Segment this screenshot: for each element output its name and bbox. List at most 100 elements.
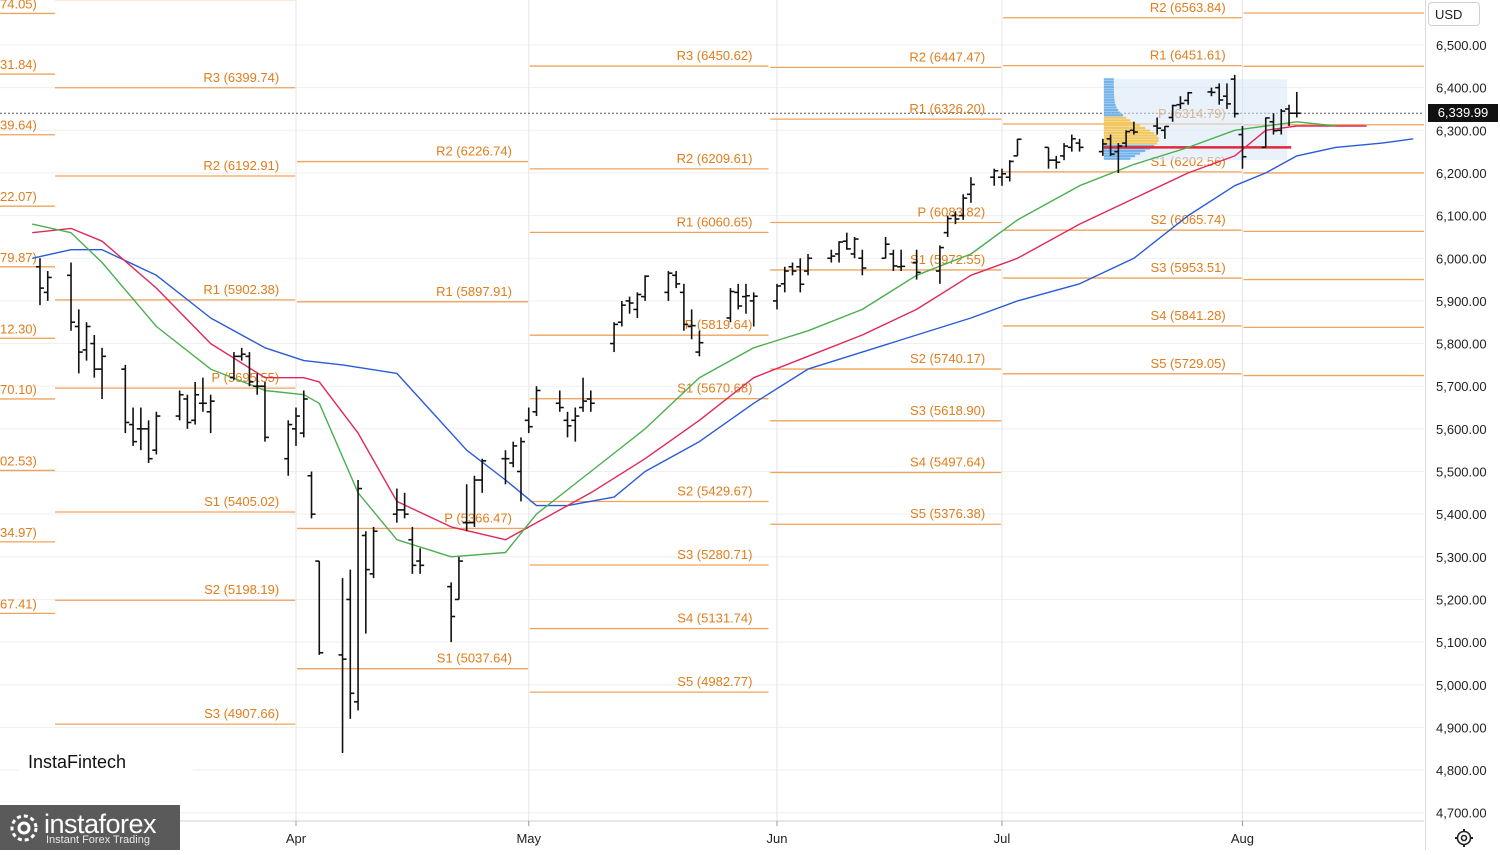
ohlc-bar [734, 283, 743, 310]
ohlc-bar [369, 526, 378, 579]
profile-bin [1103, 137, 1159, 140]
ohlc-bar [43, 271, 52, 301]
current-price-tag: 6,339.99 [1428, 104, 1498, 122]
grid [0, 0, 1424, 821]
ohlc-bar [951, 211, 960, 225]
pivot-label: R2 (6192.91) [203, 158, 279, 173]
x-tick-label: Jul [994, 831, 1011, 846]
ohlc-bar [524, 407, 533, 434]
ohlc-bar [610, 322, 619, 353]
ohlc-bar [1230, 74, 1239, 118]
ohlc-bar [501, 450, 510, 485]
instaforex-logo-icon [10, 814, 38, 842]
pivot-label: R2 (6563.84) [1150, 0, 1226, 15]
ohlc-bar [625, 296, 634, 314]
ohlc-bar [307, 471, 316, 519]
ohlc-bar [780, 266, 789, 293]
ohlc-bar [1005, 160, 1014, 182]
ohlc-bar [1277, 108, 1286, 135]
pivot-label: R1 (6326.20) [909, 101, 985, 116]
x-tick-label: Aug [1231, 831, 1254, 846]
ohlc-bar [1067, 134, 1076, 152]
pivot-label: S4 (5497.64) [910, 455, 985, 470]
profile-bin [1103, 114, 1123, 117]
ohlc-bar [1106, 134, 1115, 156]
ohlc-bar [563, 411, 572, 438]
profile-bin [1103, 144, 1155, 148]
profile-bin [1103, 132, 1155, 135]
ohlc-bar [516, 437, 525, 502]
ohlc-bar [338, 578, 347, 753]
profile-bin [1103, 93, 1115, 96]
ohlc-bar [555, 390, 564, 412]
pivot-label: S1 (5405.02) [204, 494, 279, 509]
ohlc-bar [400, 492, 409, 519]
ohlc-bar [641, 275, 650, 301]
logo-tagline: Instant Forex Trading [46, 834, 150, 846]
y-tick-label: 4,700.00 [1436, 806, 1487, 821]
y-tick-label: 5,100.00 [1436, 635, 1487, 650]
pivot-label: 67.41) [0, 596, 37, 611]
pivot-label: S4 (5841.28) [1151, 308, 1226, 323]
ohlc-bar [136, 407, 145, 451]
pivot-label: 74.05) [0, 0, 37, 11]
pivot-label: 70.10) [0, 382, 37, 397]
pivot-label: S2 (5740.17) [910, 351, 985, 366]
x-tick-label: Apr [286, 831, 307, 846]
ohlc-bar [1098, 138, 1107, 156]
y-tick-label: 5,200.00 [1436, 592, 1487, 607]
ohlc-bar [1044, 146, 1053, 169]
y-tick-label: 5,400.00 [1436, 507, 1487, 522]
y-tick-label: 6,200.00 [1436, 166, 1487, 181]
profile-bin [1103, 106, 1117, 109]
profile-bin [1103, 98, 1115, 101]
ohlc-bar [206, 394, 215, 434]
ohlc-bar [1075, 138, 1084, 152]
ohlc-bar [447, 582, 456, 643]
pivot-label: R1 (5902.38) [203, 282, 279, 297]
ohlc-bar [152, 411, 161, 455]
pivot-label: 34.97) [0, 525, 37, 540]
price-axis[interactable]: 6,500.00 6,400.00 6,300.00 6,200.00 6,100.00… [1425, 0, 1500, 850]
ohlc-bar [90, 335, 99, 378]
profile-bin [1103, 129, 1151, 132]
ohlc-bar [98, 347, 107, 399]
profile-bin [1103, 80, 1114, 84]
ohlc-bar [1122, 130, 1131, 148]
profile-bin [1103, 78, 1114, 81]
ohlc-bar [1129, 121, 1138, 135]
ohlc-bar [796, 258, 805, 293]
ohlc-bar [470, 475, 479, 527]
currency-selector[interactable]: USD [1428, 2, 1480, 26]
ohlc-bar [253, 373, 262, 395]
ohlc-bar [183, 394, 192, 429]
profile-bin [1103, 142, 1158, 145]
pivot-label: R1 (6060.65) [677, 214, 753, 229]
ohlc-bar [1060, 143, 1069, 161]
ohlc-bar [292, 407, 300, 446]
logo-name: instaforex [44, 809, 157, 839]
ohlc-bar [509, 441, 518, 468]
profile-bin [1103, 134, 1158, 137]
ohlc-bar [299, 390, 308, 438]
gear-icon[interactable] [1454, 828, 1474, 848]
ohlc-bar [579, 377, 588, 412]
ohlc-bar [462, 484, 471, 532]
pivot-label: 12.30) [0, 321, 37, 336]
y-tick-label: 6,300.00 [1436, 123, 1487, 138]
pivot-label: S5 (5729.05) [1151, 356, 1226, 371]
profile-bin [1103, 124, 1141, 127]
pivot-label: 22.07) [0, 189, 37, 204]
pivot-label: S5 (4982.77) [677, 674, 752, 689]
brand-label: InstaFintech [28, 752, 127, 772]
pivot-label: P (5819.64) [685, 317, 753, 332]
pivot-label: S1 (5037.64) [437, 651, 512, 666]
x-tick-label: May [516, 831, 541, 846]
profile-bin [1103, 111, 1121, 114]
y-tick-label: 5,900.00 [1436, 294, 1487, 309]
y-tick-label: 5,600.00 [1436, 422, 1487, 437]
ohlc-bar [672, 271, 681, 289]
y-tick-label: 5,000.00 [1436, 678, 1487, 693]
pivot-label: R2 (6447.47) [909, 49, 985, 64]
